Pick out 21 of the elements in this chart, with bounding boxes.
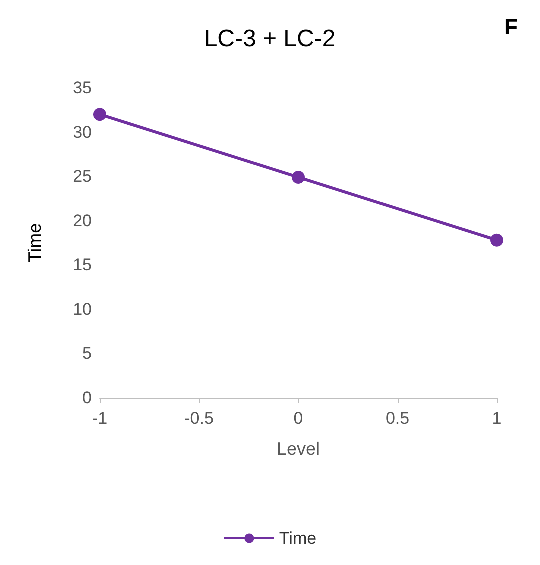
point xyxy=(490,234,504,247)
x-axis-title: Level xyxy=(276,439,320,459)
legend-label: Time xyxy=(279,529,317,548)
text: F xyxy=(504,14,518,40)
y-tick-label: 0 xyxy=(82,388,92,408)
y-tick-label: 30 xyxy=(73,122,92,142)
y-tick-label: 35 xyxy=(73,78,92,98)
x-tick-label: -1 xyxy=(92,409,108,428)
x-tick-label: -0.5 xyxy=(184,409,214,428)
chart-title: LC-3 + LC-2 xyxy=(204,26,336,52)
point xyxy=(292,170,305,184)
y-tick-label: 10 xyxy=(73,300,92,319)
y-axis-title: Time xyxy=(25,223,45,263)
y-tick-label: 15 xyxy=(73,256,92,275)
x-tick-label: 1 xyxy=(492,409,502,428)
x-tick-label: 0.5 xyxy=(386,409,410,428)
y-tick-label: 25 xyxy=(73,167,92,186)
x-tick-label: 0 xyxy=(294,409,304,428)
point xyxy=(94,108,106,122)
y-tick-label: 20 xyxy=(73,211,92,230)
y-tick-label: 5 xyxy=(82,344,92,364)
